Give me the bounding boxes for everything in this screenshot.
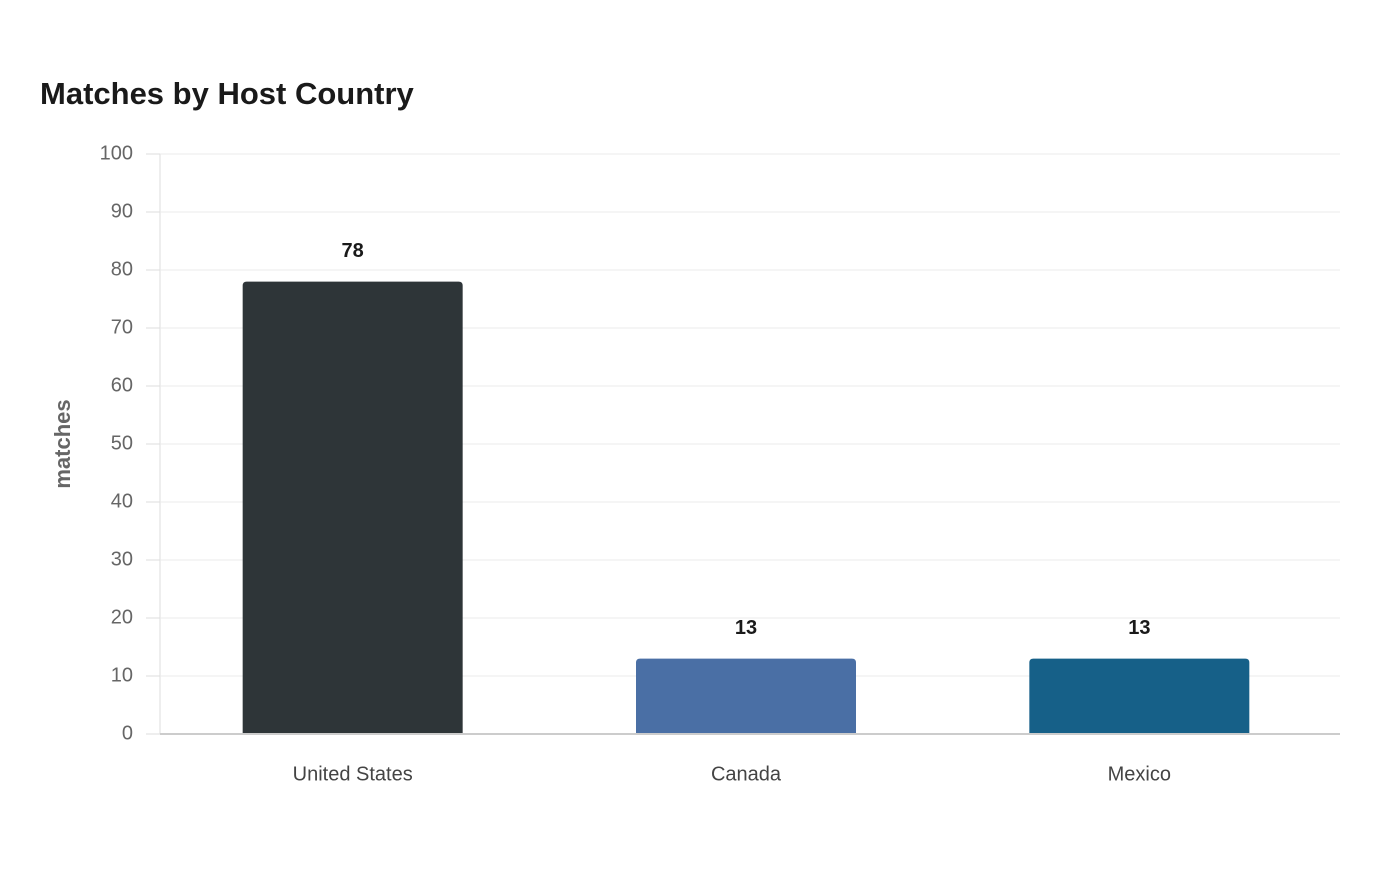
bar bbox=[636, 658, 856, 734]
y-tick-label: 90 bbox=[111, 200, 133, 222]
bar bbox=[1029, 658, 1250, 734]
value-label: 13 bbox=[1128, 617, 1150, 639]
y-tick-label: 20 bbox=[111, 606, 133, 628]
y-axis-label: matches bbox=[50, 399, 75, 488]
chart-title: Matches by Host Country bbox=[40, 76, 415, 111]
x-tick-label: Mexico bbox=[1108, 763, 1171, 785]
value-label: 13 bbox=[735, 617, 757, 639]
y-tick-label: 0 bbox=[122, 722, 133, 744]
y-tick-label: 40 bbox=[111, 490, 133, 512]
bar bbox=[242, 281, 463, 734]
y-tick-label: 60 bbox=[111, 374, 133, 396]
y-tick-label: 10 bbox=[111, 664, 133, 686]
x-tick-label: Canada bbox=[711, 763, 782, 785]
x-tick-label: United States bbox=[293, 763, 413, 785]
y-tick-label: 100 bbox=[100, 142, 133, 164]
value-label: 78 bbox=[342, 240, 364, 262]
y-tick-label: 70 bbox=[111, 316, 133, 338]
y-tick-label: 80 bbox=[111, 258, 133, 280]
y-tick-label: 30 bbox=[111, 548, 133, 570]
y-tick-label: 50 bbox=[111, 432, 133, 454]
